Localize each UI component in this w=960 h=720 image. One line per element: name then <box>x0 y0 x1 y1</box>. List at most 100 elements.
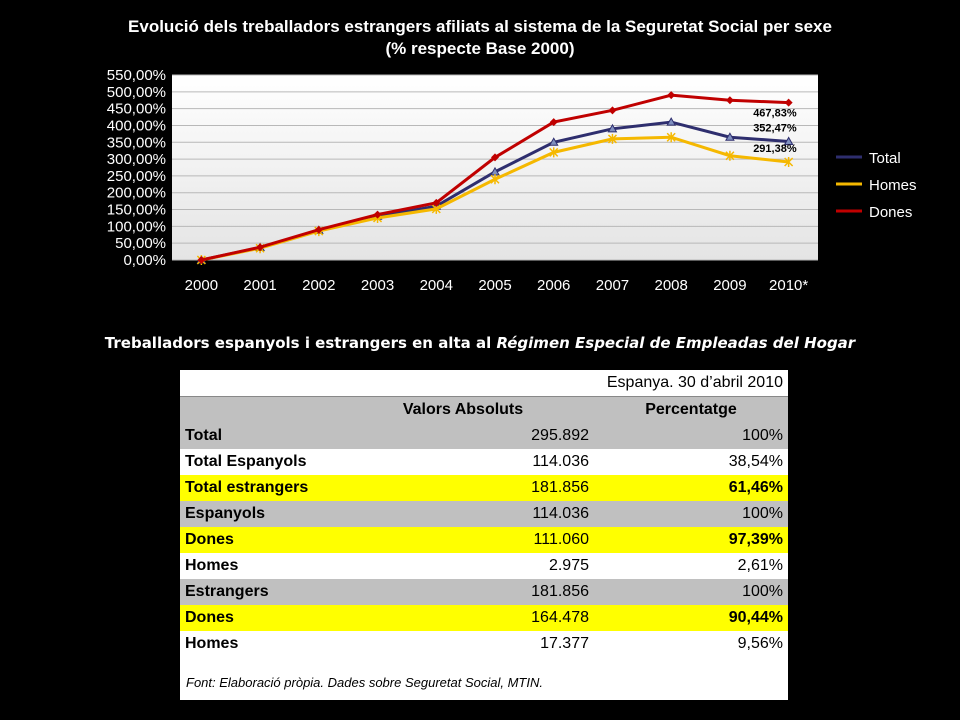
x-tick-label: 2004 <box>420 277 453 294</box>
table-row: Dones 164.478 90,44% <box>180 605 788 631</box>
table-header-pct: Percentatge <box>594 396 788 423</box>
row-label: Total Espanyols <box>180 449 332 475</box>
x-tick-label: 2001 <box>243 277 276 294</box>
legend-entry: Total <box>869 150 901 167</box>
row-abs-value: 295.892 <box>332 423 594 449</box>
row-pct-value: 90,44% <box>594 605 788 631</box>
legend-entry: Dones <box>869 204 912 221</box>
table-row: Estrangers 181.856 100% <box>180 579 788 605</box>
data-table: Espanya. 30 d’abril 2010 Valors Absoluts… <box>180 370 788 657</box>
y-tick-label: 450,00% <box>107 101 166 118</box>
row-abs-value: 114.036 <box>332 449 594 475</box>
data-point <box>373 210 382 219</box>
chart-title-block: Evolució dels treballadors estrangers af… <box>0 16 960 60</box>
data-point <box>666 117 677 126</box>
row-abs-value: 181.856 <box>332 579 594 605</box>
table-row: Homes 2.975 2,61% <box>180 553 788 579</box>
data-point <box>725 132 735 141</box>
table-header-blank <box>180 396 332 423</box>
row-abs-value: 181.856 <box>332 475 594 501</box>
row-label: Espanyols <box>180 501 332 527</box>
row-pct-value: 100% <box>594 579 788 605</box>
y-tick-label: 0,00% <box>123 252 166 269</box>
row-pct-value: 9,56% <box>594 631 788 657</box>
row-abs-value: 111.060 <box>332 527 594 553</box>
x-tick-label: 2005 <box>478 277 511 294</box>
data-point <box>432 198 441 207</box>
y-tick-label: 550,00% <box>107 67 166 84</box>
y-tick-label: 250,00% <box>107 168 166 185</box>
table-column-header-row: Valors Absoluts Percentatge <box>180 396 788 423</box>
table-source-note: Font: Elaboració pròpia. Dades sobre Seg… <box>186 675 543 690</box>
data-point <box>314 225 323 234</box>
row-label: Homes <box>180 631 332 657</box>
table-title-regular: Treballadors espanyols i estrangers en a… <box>104 334 497 352</box>
legend-entry: Homes <box>869 177 917 194</box>
table-row: Espanyols 114.036 100% <box>180 501 788 527</box>
data-point <box>784 98 793 107</box>
row-abs-value: 2.975 <box>332 553 594 579</box>
x-tick-label: 2006 <box>537 277 570 294</box>
table-title-italic: Régimen Especial de Empleadas del Hogar <box>496 334 856 352</box>
data-point <box>490 174 500 185</box>
chart-subtitle: (% respecte Base 2000) <box>385 39 575 58</box>
x-tick-label: 2003 <box>361 277 394 294</box>
y-tick-label: 500,00% <box>107 84 166 101</box>
table-row: Total Espanyols 114.036 38,54% <box>180 449 788 475</box>
row-label: Dones <box>180 527 332 553</box>
data-point <box>725 96 734 105</box>
table-row: Total estrangers 181.856 61,46% <box>180 475 788 501</box>
y-tick-label: 400,00% <box>107 117 166 134</box>
row-pct-value: 100% <box>594 423 788 449</box>
x-tick-label: 2010* <box>769 277 808 294</box>
data-point <box>666 132 676 143</box>
row-pct-value: 61,46% <box>594 475 788 501</box>
row-label: Dones <box>180 605 332 631</box>
y-tick-label: 300,00% <box>107 151 166 168</box>
table-row: Total 295.892 100% <box>180 423 788 449</box>
data-label: 291,38% <box>753 143 797 155</box>
row-label: Estrangers <box>180 579 332 605</box>
y-tick-label: 200,00% <box>107 185 166 202</box>
line-chart: 0,00%50,00%100,00%150,00%200,00%250,00%3… <box>75 60 917 305</box>
row-abs-value: 17.377 <box>332 631 594 657</box>
data-point <box>256 243 265 252</box>
table-header-abs: Valors Absoluts <box>332 396 594 423</box>
chart-title: Evolució dels treballadors estrangers af… <box>128 17 832 36</box>
row-pct-value: 38,54% <box>594 449 788 475</box>
data-point <box>667 91 676 100</box>
y-tick-label: 100,00% <box>107 218 166 235</box>
data-point <box>783 136 794 145</box>
table-date-header-row: Espanya. 30 d’abril 2010 <box>180 370 788 397</box>
data-point <box>607 123 618 133</box>
row-pct-value: 97,39% <box>594 527 788 553</box>
row-label: Total <box>180 423 332 449</box>
table-section-title: Treballadors espanyols i estrangers en a… <box>0 334 960 352</box>
y-tick-label: 50,00% <box>115 235 166 252</box>
row-label: Total estrangers <box>180 475 332 501</box>
data-point <box>607 133 617 144</box>
row-label: Homes <box>180 553 332 579</box>
data-label: 467,83% <box>753 108 797 120</box>
data-point <box>725 150 735 161</box>
y-tick-label: 350,00% <box>107 134 166 151</box>
row-pct-value: 100% <box>594 501 788 527</box>
data-table-panel: Espanya. 30 d’abril 2010 Valors Absoluts… <box>180 370 788 700</box>
row-pct-value: 2,61% <box>594 553 788 579</box>
x-tick-label: 2002 <box>302 277 335 294</box>
table-row: Dones 111.060 97,39% <box>180 527 788 553</box>
x-tick-label: 2007 <box>596 277 629 294</box>
data-point <box>549 118 558 127</box>
data-point <box>549 147 559 158</box>
data-point <box>491 153 499 162</box>
data-point <box>548 137 559 146</box>
row-abs-value: 114.036 <box>332 501 594 527</box>
x-tick-label: 2009 <box>713 277 746 294</box>
table-date-header: Espanya. 30 d’abril 2010 <box>180 370 788 397</box>
x-tick-label: 2000 <box>185 277 218 294</box>
row-abs-value: 164.478 <box>332 605 594 631</box>
data-label: 352,47% <box>753 122 797 134</box>
data-point <box>197 256 206 264</box>
x-tick-label: 2008 <box>654 277 687 294</box>
table-row: Homes 17.377 9,56% <box>180 631 788 657</box>
